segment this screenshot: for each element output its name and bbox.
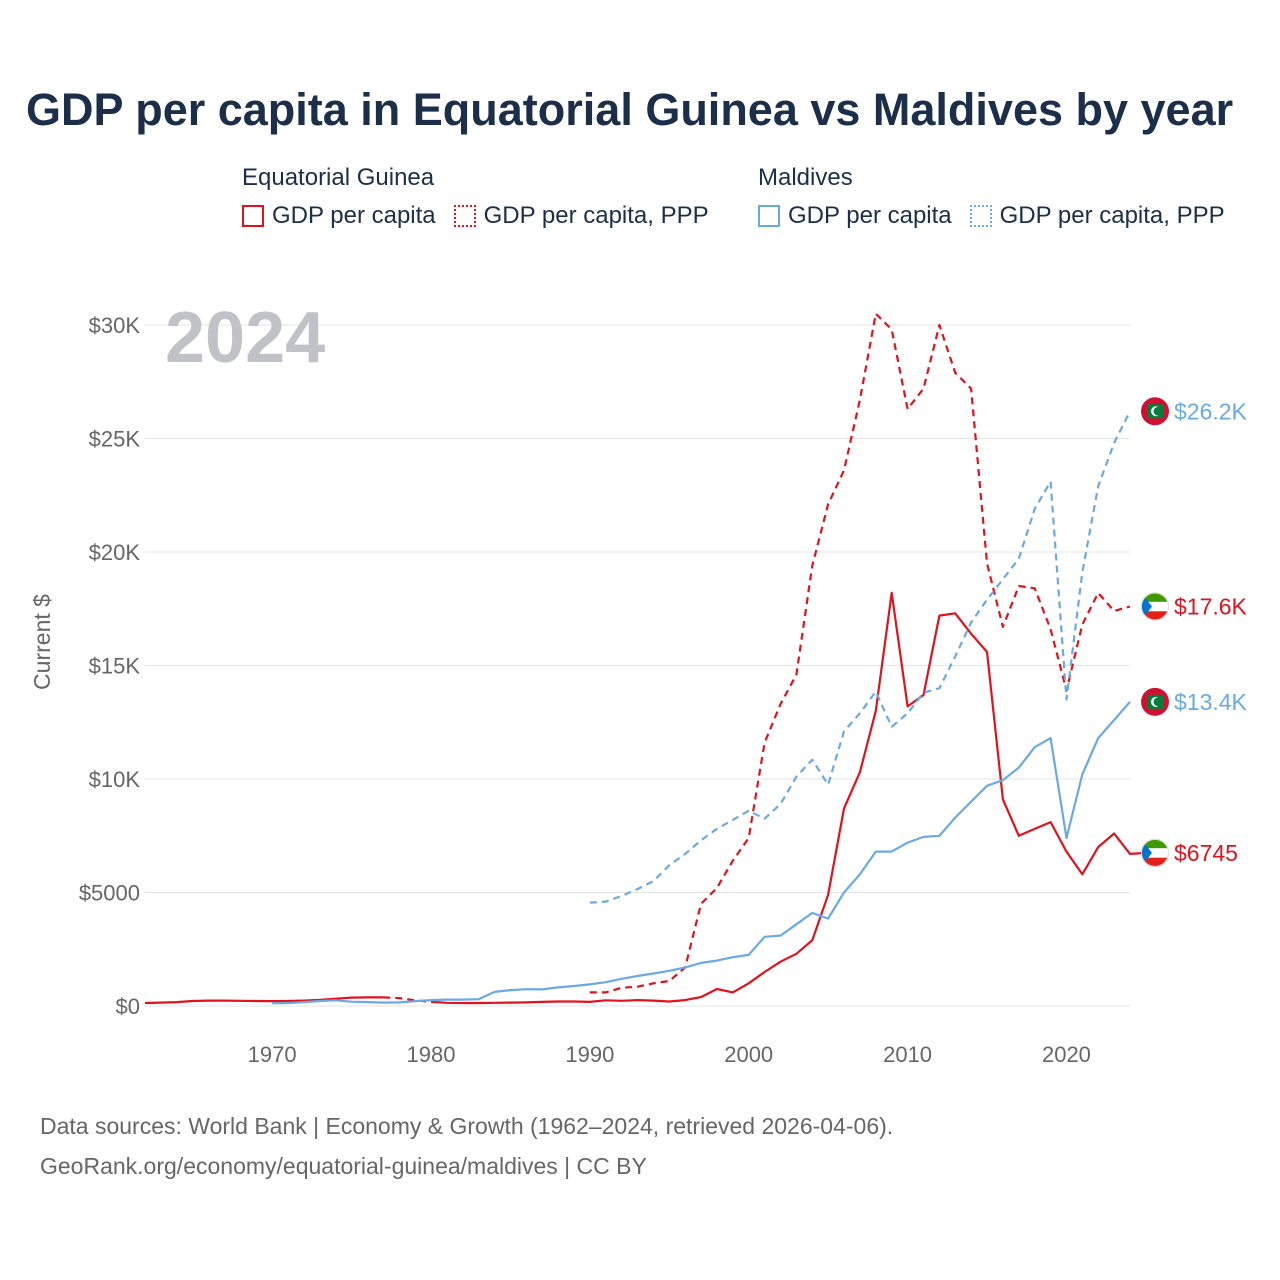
legend-item-label: GDP per capita, PPP xyxy=(999,202,1225,229)
series-line xyxy=(430,591,1146,1005)
y-tick-label: $10K xyxy=(89,767,141,792)
legend-group-equatorial-guinea: Equatorial Guinea GDP per capita GDP per… xyxy=(242,160,709,230)
flag-stripe xyxy=(1141,592,1169,602)
y-axis-ticks: $0 $5000 $10K $15K $20K $25K $30K xyxy=(79,313,141,1019)
y-tick-label: $0 xyxy=(116,994,140,1019)
series-line xyxy=(272,701,1131,1005)
end-labels: $6745 $17.6K $13.4K $26.2K xyxy=(1141,397,1248,867)
year-watermark: 2024 xyxy=(165,298,325,378)
y-tick-label: $15K xyxy=(89,654,141,679)
legend-item-eq-gdp-ppp[interactable]: GDP per capita, PPP xyxy=(453,202,709,230)
legend-swatch-solid-blue xyxy=(758,205,780,227)
legend-swatch-dotted-blue xyxy=(969,205,992,227)
gridlines xyxy=(145,324,1130,1007)
legend-item-mv-gdp[interactable]: GDP per capita xyxy=(758,202,952,230)
x-tick-label: 2010 xyxy=(883,1042,932,1067)
end-label-0: $6745 xyxy=(1141,838,1238,867)
end-label-1: $17.6K xyxy=(1141,592,1248,621)
legend-item-label: GDP per capita xyxy=(272,202,436,229)
y-axis-label: Current $ xyxy=(29,594,55,690)
flag-ring xyxy=(1141,838,1169,867)
series-line xyxy=(589,410,1131,904)
series-1 xyxy=(383,312,1131,1003)
x-axis-ticks: 1970 1980 1990 2000 2010 2020 xyxy=(248,1042,1091,1067)
x-tick-label: 1980 xyxy=(406,1042,455,1067)
data-series xyxy=(144,312,1146,1005)
flag-stripe xyxy=(1141,857,1169,867)
legend-group-title: Maldives xyxy=(758,164,853,191)
legend-item-mv-gdp-ppp[interactable]: GDP per capita, PPP xyxy=(969,202,1225,230)
crescent-inner xyxy=(1153,406,1163,416)
legend-item-label: GDP per capita, PPP xyxy=(483,202,709,229)
series-line xyxy=(589,312,1131,994)
source-line-1: Data sources: World Bank | Economy & Gro… xyxy=(40,1113,894,1139)
end-label-3: $26.2K xyxy=(1141,397,1248,426)
y-tick-label: $25K xyxy=(89,427,141,452)
legend-group-maldives: Maldives GDP per capita GDP per capita, … xyxy=(758,160,1225,230)
flag-stripe xyxy=(1141,848,1169,858)
y-tick-label: $30K xyxy=(89,313,141,338)
flag-ring xyxy=(1141,592,1169,621)
crescent-inner xyxy=(1153,697,1163,707)
end-value-label: $13.4K xyxy=(1174,689,1248,715)
x-tick-label: 2020 xyxy=(1042,1042,1091,1067)
flag-stripe xyxy=(1141,601,1169,612)
chart-title: GDP per capita in Equatorial Guinea vs M… xyxy=(26,84,1234,135)
legend-item-eq-gdp[interactable]: GDP per capita xyxy=(242,202,436,230)
flag-stripe xyxy=(1141,838,1169,849)
y-tick-label: $20K xyxy=(89,540,141,565)
end-value-label: $6745 xyxy=(1174,840,1238,866)
legend-swatch-dotted-red xyxy=(453,205,476,227)
end-value-label: $17.6K xyxy=(1174,593,1248,619)
source-line-2[interactable]: GeoRank.org/economy/equatorial-guinea/ma… xyxy=(40,1153,647,1179)
legend-group-title: Equatorial Guinea xyxy=(242,164,435,191)
x-tick-label: 1990 xyxy=(565,1042,614,1067)
end-value-label: $26.2K xyxy=(1174,398,1248,424)
legend-swatch-solid-red xyxy=(242,205,264,227)
y-tick-label: $5000 xyxy=(79,881,140,906)
series-line xyxy=(144,996,384,1005)
x-tick-label: 2000 xyxy=(724,1042,773,1067)
x-tick-label: 1970 xyxy=(248,1042,297,1067)
flag-stripe xyxy=(1141,611,1169,621)
legend-item-label: GDP per capita xyxy=(788,202,952,229)
series-3 xyxy=(589,410,1131,904)
series-0 xyxy=(144,591,1146,1005)
series-2 xyxy=(272,701,1131,1005)
source-note: Data sources: World Bank | Economy & Gro… xyxy=(40,1106,893,1186)
end-label-2: $13.4K xyxy=(1141,687,1248,716)
